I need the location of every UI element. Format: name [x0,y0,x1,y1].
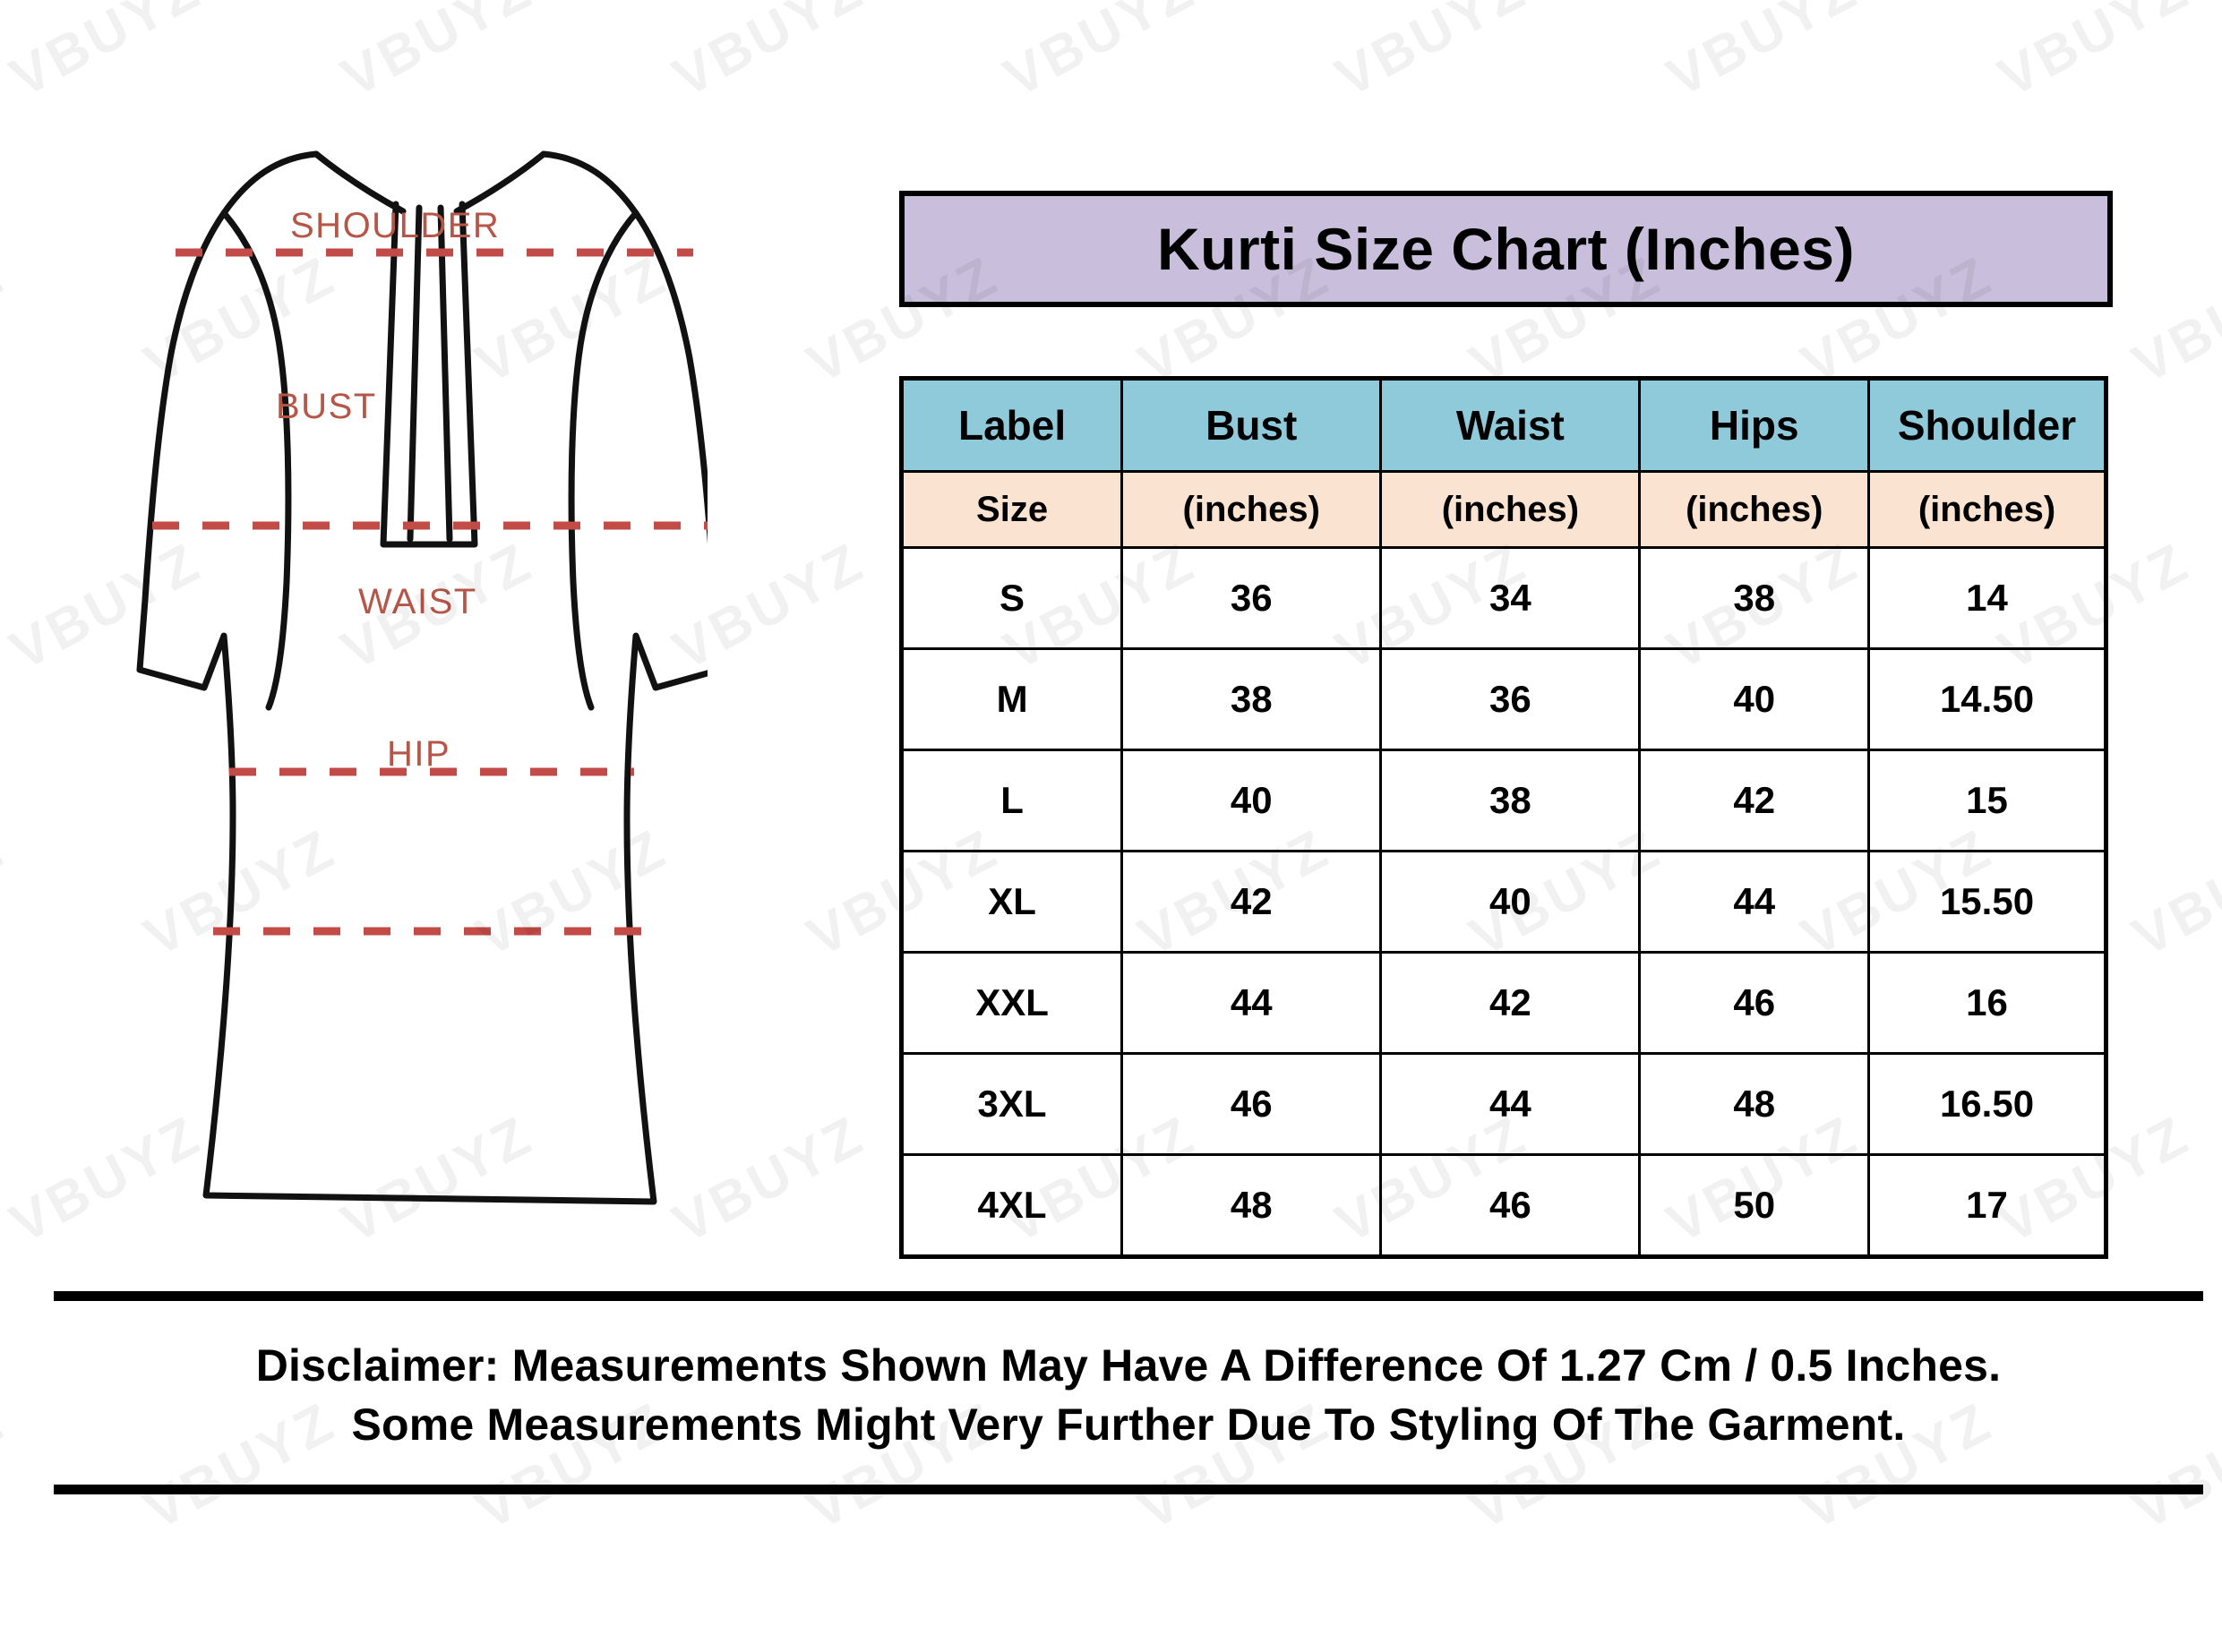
cell-shoulder: 16.50 [1867,1052,2107,1156]
watermark-text: VBUYZ [331,0,544,109]
table-row: L 40 38 42 15 [899,749,2107,852]
cell-size: 3XL [899,1052,1124,1156]
cell-hips: 50 [1638,1153,1871,1258]
table-header-row-units: Size (inches) (inches) (inches) (inches) [899,470,2107,549]
cell-shoulder: 14.50 [1867,647,2107,751]
cell-bust: 36 [1120,546,1383,650]
column-header-hips: Hips [1638,377,1871,473]
unit-header-bust-inches: (inches) [1120,470,1383,549]
cell-bust: 44 [1120,951,1383,1055]
hip-measurement-label: HIP [387,734,451,774]
watermark-text: VBUYZ [663,0,875,109]
kurti-flat-sketch-svg [136,150,708,1205]
column-header-label: Label [899,377,1124,473]
chart-title-banner: Kurti Size Chart (Inches) [899,191,2113,307]
column-header-bust: Bust [1120,377,1383,473]
cell-bust: 42 [1120,850,1383,954]
watermark-text: VBUYZ [1657,0,1869,109]
cell-bust: 40 [1120,749,1383,852]
unit-header-waist-inches: (inches) [1379,470,1642,549]
cell-waist: 46 [1379,1153,1642,1258]
cell-bust: 46 [1120,1052,1383,1156]
cell-waist: 34 [1379,546,1642,650]
column-header-waist: Waist [1379,377,1642,473]
cell-size: L [899,749,1124,852]
divider-top [54,1291,2203,1301]
column-header-shoulder: Shoulder [1867,377,2107,473]
table-header-row-primary: Label Bust Waist Hips Shoulder [899,377,2107,473]
cell-waist: 42 [1379,951,1642,1055]
cell-shoulder: 17 [1867,1153,2107,1258]
cell-size: M [899,647,1124,751]
shoulder-measurement-label: SHOULDER [290,206,501,245]
unit-header-shoulder-inches: (inches) [1867,470,2107,549]
cell-shoulder: 14 [1867,546,2107,650]
cell-size: S [899,546,1124,650]
cell-waist: 38 [1379,749,1642,852]
disclaimer-block: Disclaimer: Measurements Shown May Have … [54,1336,2203,1454]
cell-hips: 38 [1638,546,1871,650]
watermark-text: VBUYZ [994,0,1206,109]
disclaimer-line-2: Some Measurements Might Very Further Due… [351,1399,1906,1450]
cell-bust: 38 [1120,647,1383,751]
waist-measurement-label: WAIST [358,582,477,621]
divider-bottom [54,1485,2203,1494]
cell-shoulder: 16 [1867,951,2107,1055]
cell-hips: 42 [1638,749,1871,852]
cell-hips: 46 [1638,951,1871,1055]
watermark-text: VBUYZ [0,244,15,396]
cell-waist: 36 [1379,647,1642,751]
disclaimer-line-1: Disclaimer: Measurements Shown May Have … [255,1340,2002,1391]
cell-bust: 48 [1120,1153,1383,1258]
table-row: 3XL 46 44 48 16.50 [899,1052,2107,1156]
cell-size: XXL [899,951,1124,1055]
watermark-text: VBUYZ [1325,0,1538,109]
cell-waist: 44 [1379,1052,1642,1156]
unit-header-size: Size [899,470,1124,549]
cell-hips: 40 [1638,647,1871,751]
bust-measurement-label: BUST [276,387,377,426]
watermark-text: VBUYZ [2123,244,2222,396]
unit-header-hips-inches: (inches) [1638,470,1871,549]
size-chart-table: Label Bust Waist Hips Shoulder Size (inc… [899,376,2108,1259]
table-row: 4XL 48 46 50 17 [899,1153,2107,1258]
table-row: XL 42 40 44 15.50 [899,850,2107,954]
cell-waist: 40 [1379,850,1642,954]
cell-hips: 44 [1638,850,1871,954]
cell-shoulder: 15 [1867,749,2107,852]
page-title: Kurti Size Chart (Inches) [1157,216,1855,282]
cell-size: XL [899,850,1124,954]
cell-shoulder: 15.50 [1867,850,2107,954]
cell-hips: 48 [1638,1052,1871,1156]
watermark-text: VBUYZ [1988,0,2201,109]
table-row: M 38 36 40 14.50 [899,647,2107,751]
watermark-text: VBUYZ [0,817,15,969]
table-row: XXL 44 42 46 16 [899,951,2107,1055]
kurti-illustration [99,134,708,1263]
watermark-text: VBUYZ [0,0,212,109]
table-row: S 36 34 38 14 [899,546,2107,650]
watermark-text: VBUYZ [2123,817,2222,969]
watermark-text: VBUYZ [0,1390,15,1542]
cell-size: 4XL [899,1153,1124,1258]
size-table-container: Label Bust Waist Hips Shoulder Size (inc… [899,376,2108,1259]
